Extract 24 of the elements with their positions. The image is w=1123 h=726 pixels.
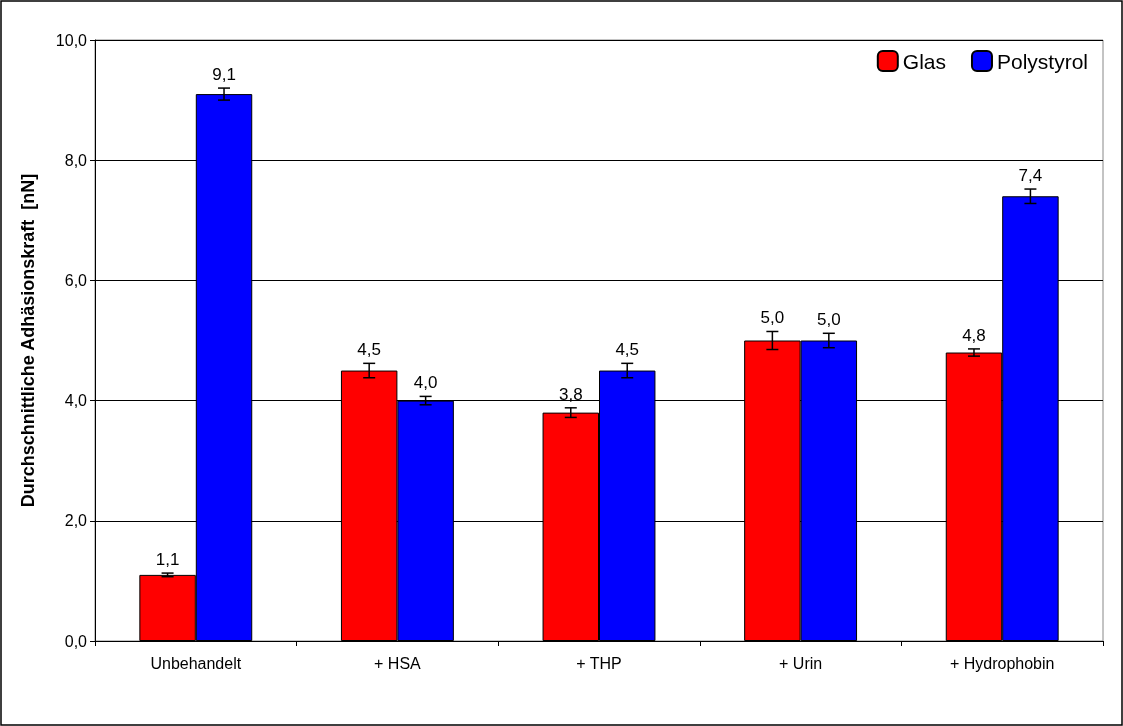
data-label: 1,1	[155, 550, 180, 570]
data-label: 4,0	[413, 373, 438, 393]
y-tick-label: 10,0	[55, 31, 88, 49]
x-tick-label: + THP	[576, 654, 622, 672]
data-label: 5,0	[760, 308, 785, 328]
y-tick-label: 6,0	[64, 271, 88, 289]
data-label: 5,0	[817, 310, 841, 330]
data-label: 4,5	[615, 340, 640, 360]
y-tick-label: 2,0	[64, 512, 88, 530]
y-tick-label: 0,0	[64, 632, 88, 650]
y-tick-label: 4,0	[64, 392, 88, 410]
legend-label: Glas	[902, 49, 946, 73]
data-label: 9,1	[212, 65, 236, 85]
x-tick-label: + Urin	[779, 654, 823, 672]
data-label: 4,8	[962, 325, 986, 345]
data-label: 4,5	[357, 340, 381, 360]
x-tick-label: + HSA	[374, 654, 422, 672]
y-axis-title: Durchschnittliche Adhäsionskraft [nN]	[18, 173, 38, 508]
x-tick-label: + Hydrophobin	[949, 654, 1055, 672]
data-label: 3,8	[558, 384, 583, 404]
x-tick-label: Unbehandelt	[150, 654, 242, 672]
legend-label: Polystyrol	[996, 49, 1089, 73]
y-tick-label: 8,0	[64, 151, 88, 169]
data-label: 7,4	[1018, 166, 1043, 186]
